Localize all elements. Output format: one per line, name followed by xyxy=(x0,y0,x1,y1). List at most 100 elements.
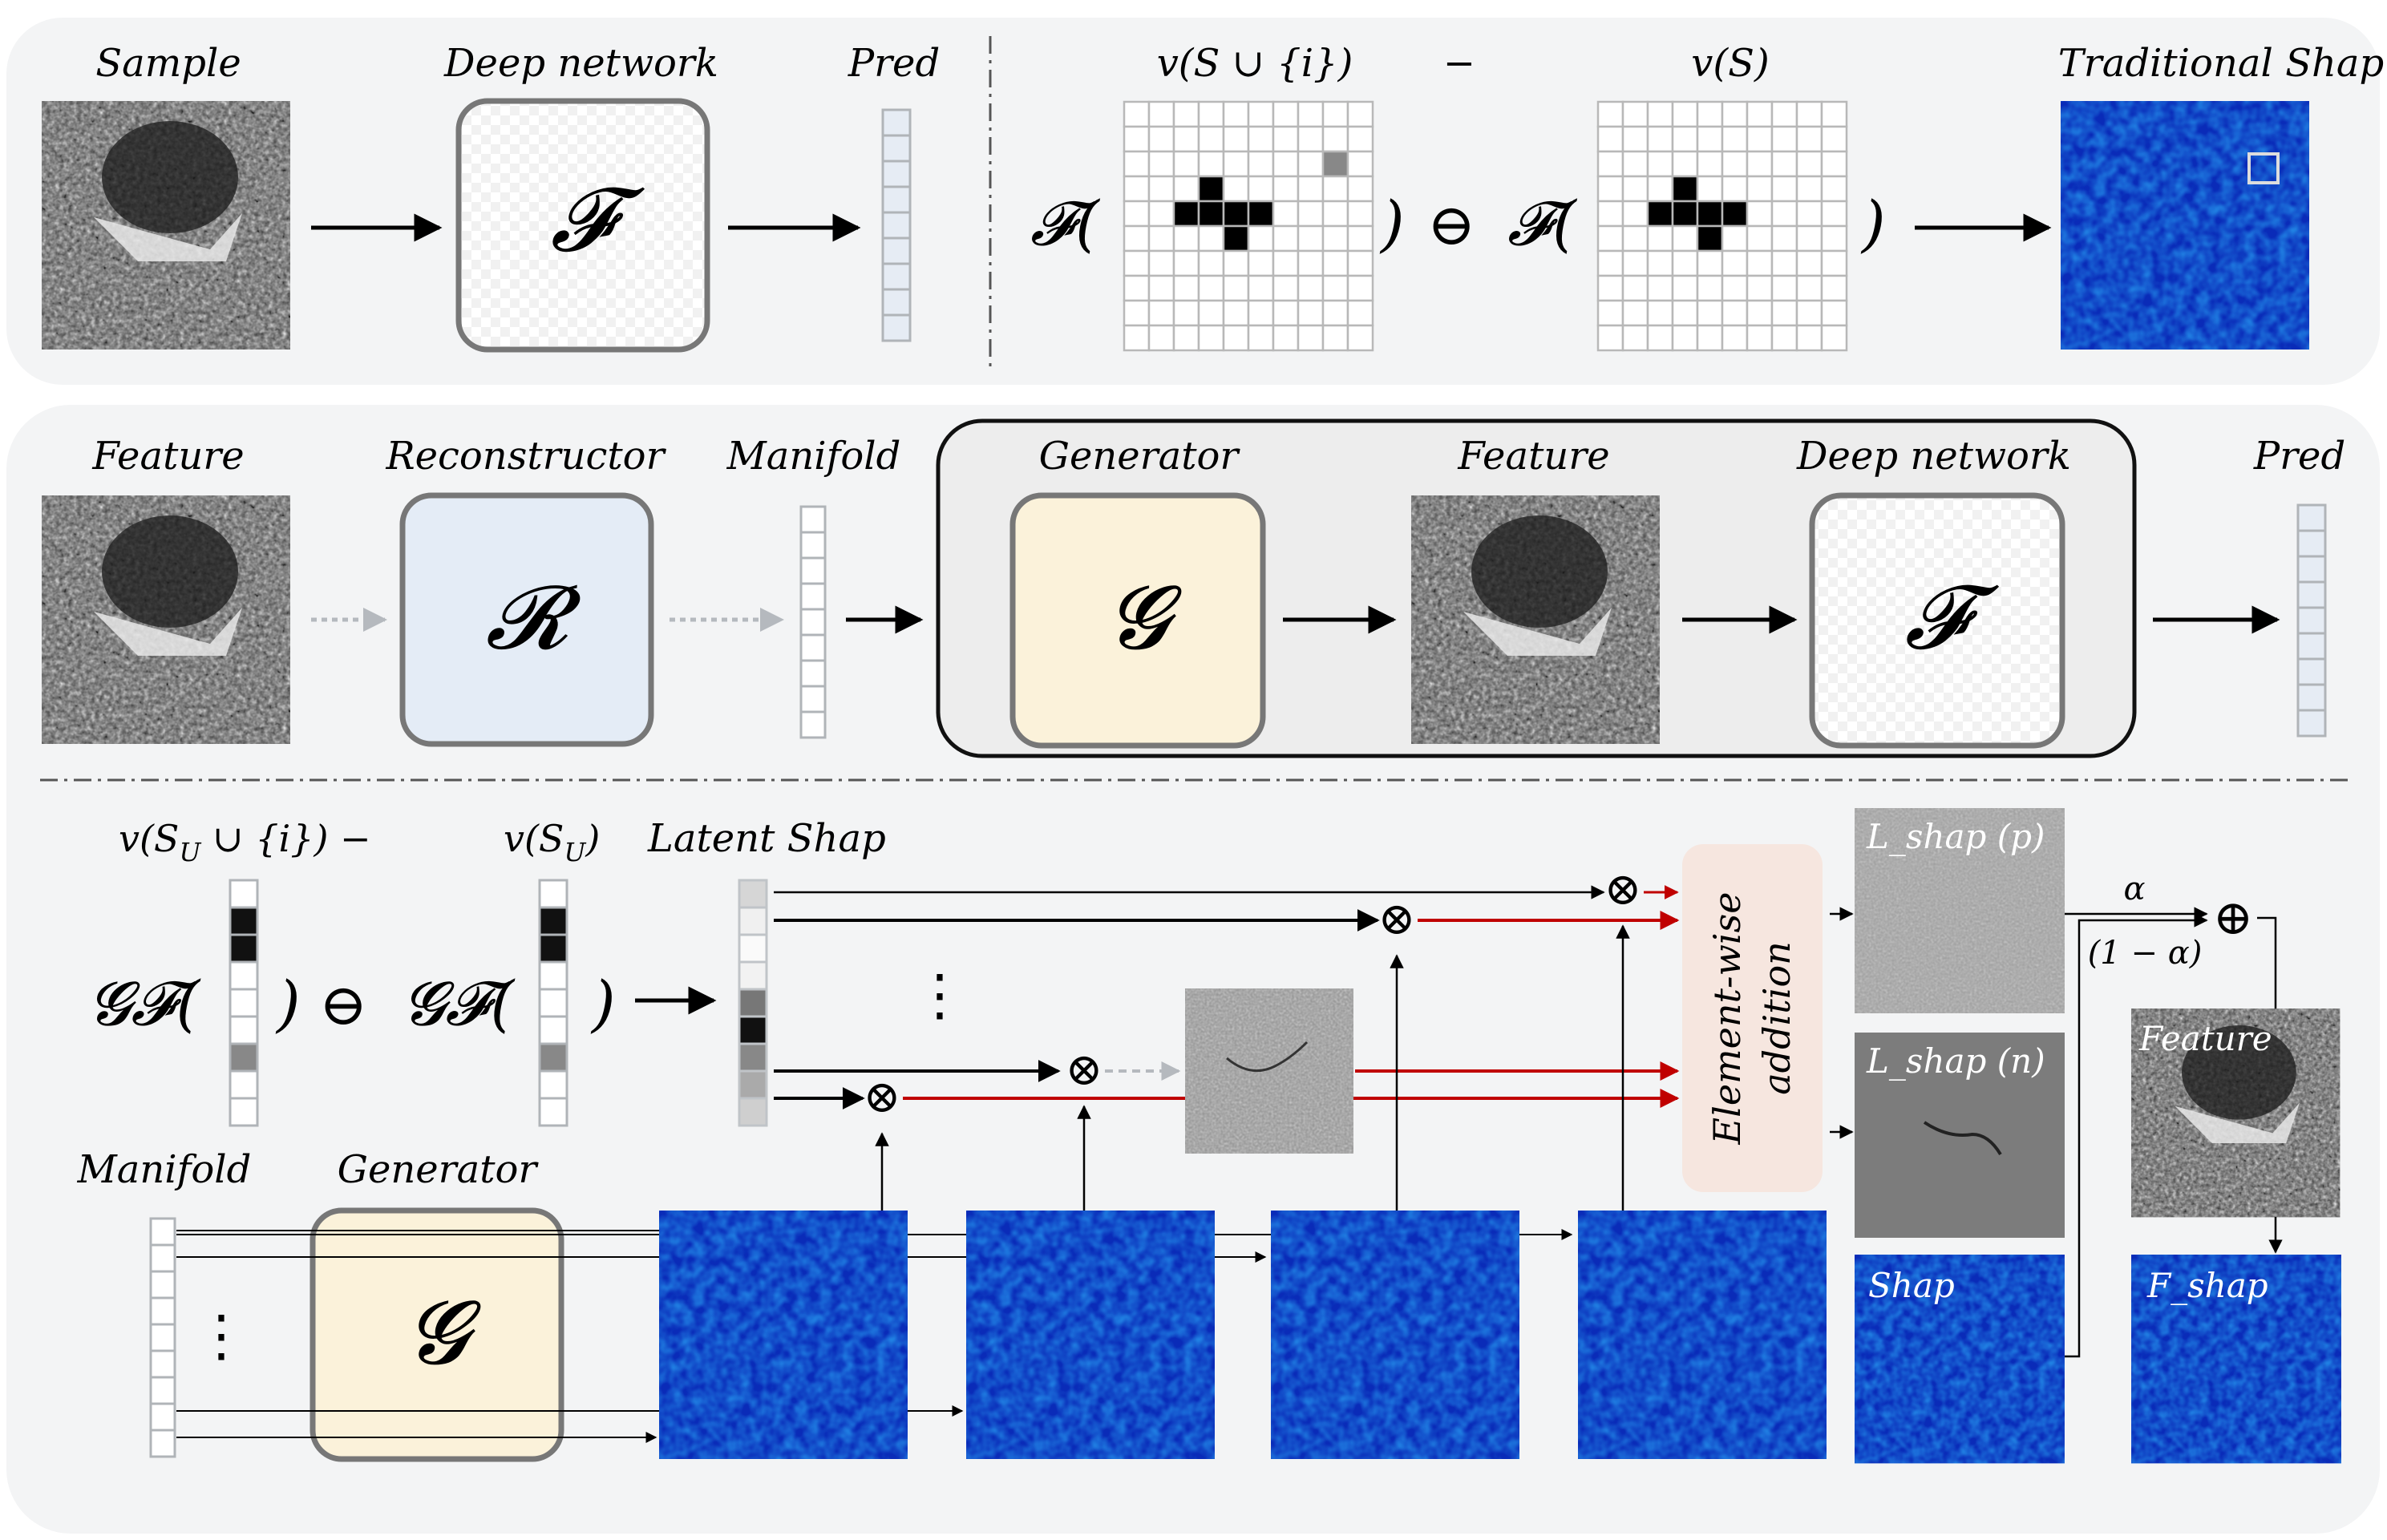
grid-cell xyxy=(1596,125,1624,153)
grid-cell xyxy=(1247,249,1275,277)
grid-cell xyxy=(1346,299,1374,327)
element-wise-text: Element-wise xyxy=(1705,892,1749,1146)
grid-cell xyxy=(1222,274,1250,302)
grid-cell xyxy=(1721,324,1749,352)
grid-cell xyxy=(1770,150,1798,178)
lshap-p-texture xyxy=(1855,808,2065,1013)
grid-cell xyxy=(1746,125,1774,153)
grid-cell xyxy=(1671,150,1699,178)
grid-cell xyxy=(1696,224,1724,253)
grid-cell xyxy=(1770,249,1798,277)
grid-cell xyxy=(1770,100,1798,128)
grid-cell xyxy=(1297,324,1325,352)
grid-cell xyxy=(1297,125,1325,153)
element-wise-box xyxy=(1682,844,1823,1192)
vector-cell xyxy=(538,1042,568,1073)
vector-cell xyxy=(881,288,912,317)
grid-cell xyxy=(1596,200,1624,228)
grid-cell xyxy=(1272,274,1300,302)
grid-cell xyxy=(1671,324,1699,352)
grid-cell xyxy=(1820,249,1848,277)
otimes-1: ⊗ xyxy=(1604,863,1642,916)
reconstructor-label: Reconstructor xyxy=(385,434,666,479)
otimes-2: ⊗ xyxy=(1378,893,1416,945)
grid-cell xyxy=(1646,224,1674,253)
vector-cell xyxy=(2296,606,2327,635)
grid-cell xyxy=(1721,150,1749,178)
vector-cell xyxy=(881,185,912,214)
grid-cell xyxy=(1346,249,1374,277)
grid-cell xyxy=(1147,125,1175,153)
grid-cell xyxy=(1621,299,1649,327)
grid-cell xyxy=(1671,175,1699,203)
grid-cell xyxy=(1346,274,1374,302)
grid-cell xyxy=(1247,175,1275,203)
grid-cell xyxy=(1820,150,1848,178)
vector-cell xyxy=(149,1402,176,1432)
traditional-label: Traditional Shap xyxy=(2058,41,2384,86)
grid-cell xyxy=(1671,249,1699,277)
grid-cell xyxy=(1621,324,1649,352)
otimes-3: ⊗ xyxy=(1066,1044,1103,1096)
grid-cell xyxy=(1172,274,1200,302)
grid-cell xyxy=(1646,175,1674,203)
grid-cell xyxy=(1820,100,1848,128)
v-with-i-label: v(S ∪ {i}) xyxy=(1157,41,1353,86)
generator-label-bottom: Generator xyxy=(338,1147,540,1192)
grid-cell xyxy=(1172,224,1200,253)
grid-cell xyxy=(1596,274,1624,302)
traditional-shap-marker xyxy=(2247,152,2280,184)
grid-cell xyxy=(1172,150,1200,178)
feature-image-mid xyxy=(42,495,290,744)
grid-cell xyxy=(1346,324,1374,352)
grid-cell xyxy=(1321,175,1349,203)
grid-cell xyxy=(1746,100,1774,128)
grid-cell xyxy=(1770,224,1798,253)
grid-cell xyxy=(1721,224,1749,253)
vector-cell xyxy=(149,1429,176,1458)
grid-cell xyxy=(1297,200,1325,228)
vector-cell xyxy=(2296,632,2327,661)
ominus-top: ⊖ xyxy=(1427,191,1475,258)
grid-cell xyxy=(1297,175,1325,203)
grid-cell xyxy=(1621,224,1649,253)
grid-cell xyxy=(1147,100,1175,128)
grid-cell xyxy=(1721,125,1749,153)
ominus-bottom: ⊖ xyxy=(319,971,367,1038)
oplus: ⊕ xyxy=(2213,890,2253,946)
grid-cell xyxy=(1222,324,1250,352)
vector-cell xyxy=(538,1069,568,1100)
grid-cell xyxy=(1696,175,1724,203)
vector-cell xyxy=(799,556,827,585)
grid-cell xyxy=(1621,150,1649,178)
pred-vector-top xyxy=(881,108,912,342)
grid-cell xyxy=(1346,125,1374,153)
grid-cell xyxy=(1297,299,1325,327)
grid-cell xyxy=(1297,224,1325,253)
vector-cell xyxy=(229,1042,259,1073)
grid-cell xyxy=(1123,175,1151,203)
grid-cell xyxy=(1321,299,1349,327)
grid-cell xyxy=(1795,100,1823,128)
grid-cell xyxy=(1696,274,1724,302)
vector-cell xyxy=(229,1097,259,1127)
grid-cell xyxy=(1123,150,1151,178)
vector-cell xyxy=(229,988,259,1018)
grid-cell xyxy=(1172,125,1200,153)
latent-shap-label: Latent Shap xyxy=(647,816,886,861)
lshap-n-label: L_shap (n) xyxy=(1866,1041,2045,1081)
dots-bottom: ⋮ xyxy=(193,1303,249,1368)
grid-cell xyxy=(1696,200,1724,228)
network-box-top xyxy=(455,98,710,353)
vector-cell xyxy=(799,582,827,611)
grid-cell xyxy=(1696,150,1724,178)
grid-cell xyxy=(1770,200,1798,228)
coalition-grid-with-i xyxy=(1123,100,1374,352)
grid-cell xyxy=(1646,274,1674,302)
grid-cell xyxy=(1147,299,1175,327)
feature2-image-mid xyxy=(1411,495,1660,744)
grid-cell xyxy=(1696,299,1724,327)
f-open-2: 𝓕( xyxy=(1507,188,1577,259)
grid-cell xyxy=(1297,274,1325,302)
